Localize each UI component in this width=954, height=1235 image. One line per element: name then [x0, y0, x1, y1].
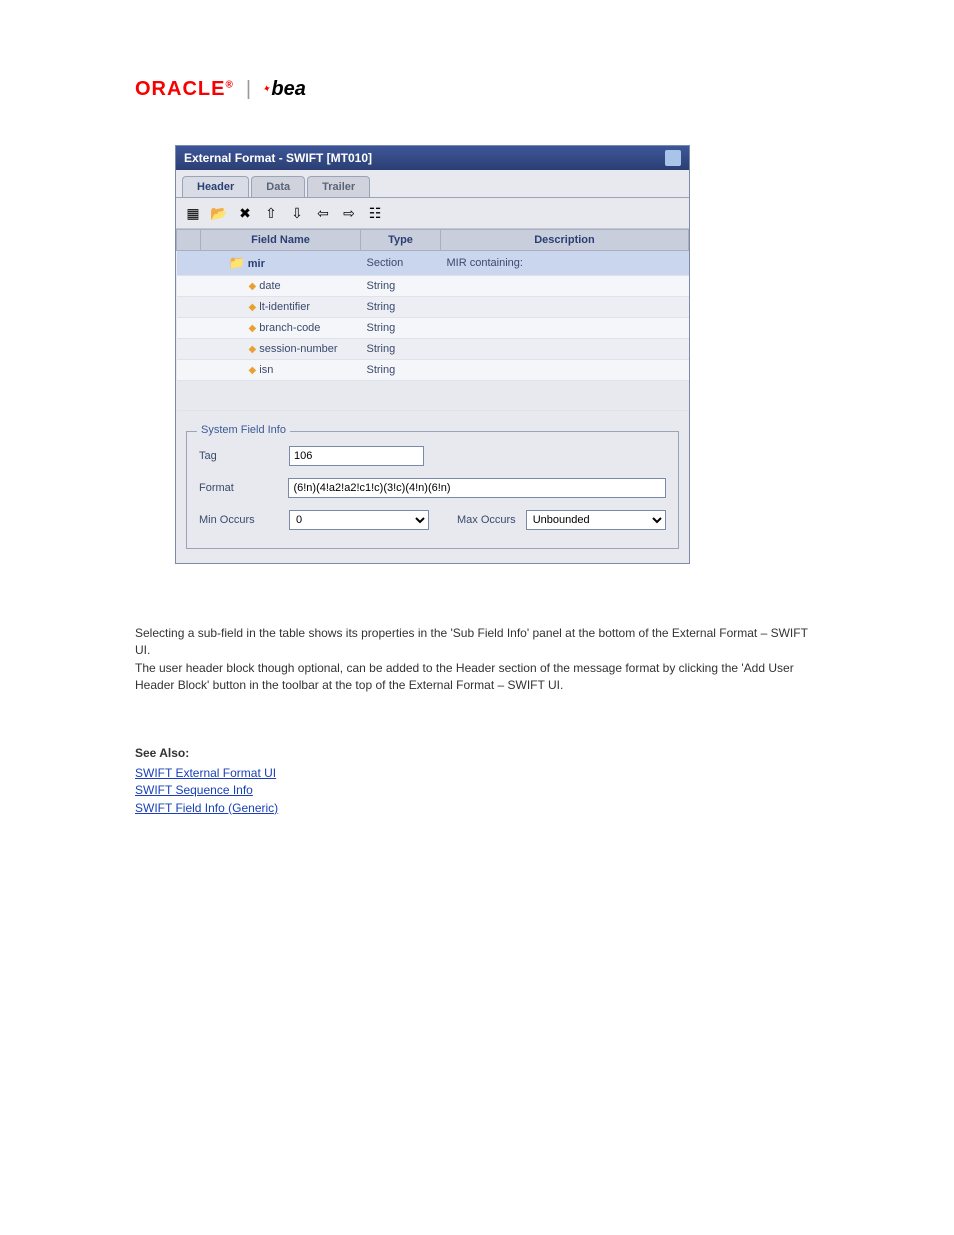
tag-label: Tag — [199, 450, 279, 462]
link-item[interactable]: SWIFT External Format UI — [135, 766, 276, 780]
table-row[interactable]: ◆ date String — [177, 276, 689, 297]
diamond-icon: ◆ — [249, 344, 257, 355]
col-checkbox — [177, 230, 201, 251]
field-type: Section — [361, 251, 441, 276]
logo-separator: | — [246, 78, 251, 101]
field-type: String — [361, 297, 441, 318]
min-occurs-select[interactable]: 0 — [289, 510, 429, 530]
max-occurs-select[interactable]: Unbounded — [526, 510, 666, 530]
field-name: session-number — [259, 343, 337, 355]
tab-trailer[interactable]: Trailer — [307, 176, 370, 197]
tab-data[interactable]: Data — [251, 176, 305, 197]
down-arrow-icon[interactable]: ⇩ — [288, 204, 306, 222]
paragraph-1: Selecting a sub-field in the table shows… — [135, 625, 815, 660]
link-item[interactable]: SWIFT Sequence Info — [135, 783, 253, 797]
field-type: String — [361, 339, 441, 360]
oracle-logo: ORACLE® — [135, 78, 234, 101]
field-desc — [441, 297, 689, 318]
bea-logo: ✦bea — [263, 78, 306, 101]
panel-title-text: External Format - SWIFT [MT010] — [184, 151, 372, 165]
diamond-icon: ◆ — [249, 281, 257, 292]
up-arrow-icon[interactable]: ⇧ — [262, 204, 280, 222]
link-item[interactable]: SWIFT Field Info (Generic) — [135, 801, 278, 815]
logo-bar: ORACLE® | ✦bea — [135, 78, 306, 101]
col-type: Type — [361, 230, 441, 251]
field-desc: MIR containing: — [441, 251, 689, 276]
diamond-icon: ◆ — [249, 302, 257, 313]
paragraph-2: The user header block though optional, c… — [135, 660, 815, 695]
table-row[interactable]: 📁 mir Section MIR containing: — [177, 251, 689, 276]
see-also-heading: See Also: — [135, 745, 815, 762]
external-format-panel: External Format - SWIFT [MT010] Header D… — [175, 145, 690, 564]
panel-titlebar: External Format - SWIFT [MT010] — [176, 146, 689, 170]
col-description: Description — [441, 230, 689, 251]
delete-icon[interactable]: ✖ — [236, 204, 254, 222]
panel-title-icon[interactable] — [665, 150, 681, 166]
system-field-info: System Field Info Tag Format Min Occurs … — [186, 431, 679, 549]
field-name: lt-identifier — [259, 301, 310, 313]
folder-icon[interactable]: 📂 — [210, 204, 228, 222]
col-field-name: Field Name — [201, 230, 361, 251]
format-label: Format — [199, 482, 278, 494]
min-occurs-label: Min Occurs — [199, 514, 279, 526]
field-desc — [441, 318, 689, 339]
field-name: date — [259, 280, 280, 292]
field-desc — [441, 360, 689, 381]
fields-table: Field Name Type Description 📁 mir Sectio… — [176, 229, 689, 411]
tag-input[interactable] — [289, 446, 424, 466]
table-row[interactable]: ◆ branch-code String — [177, 318, 689, 339]
right-arrow-icon[interactable]: ⇨ — [340, 204, 358, 222]
field-desc — [441, 276, 689, 297]
tab-header[interactable]: Header — [182, 176, 249, 197]
properties-icon[interactable]: ☷ — [366, 204, 384, 222]
table-row[interactable]: ◆ lt-identifier String — [177, 297, 689, 318]
toolbar: ▦ 📂 ✖ ⇧ ⇩ ⇦ ⇨ ☷ — [176, 198, 689, 229]
diamond-icon: ◆ — [249, 365, 257, 376]
grid-icon[interactable]: ▦ — [184, 204, 202, 222]
field-name: mir — [248, 258, 265, 270]
format-input[interactable] — [288, 478, 666, 498]
section-icon: 📁 — [229, 255, 245, 270]
diamond-icon: ◆ — [249, 323, 257, 334]
field-type: String — [361, 276, 441, 297]
field-type: String — [361, 360, 441, 381]
table-row[interactable]: ◆ isn String — [177, 360, 689, 381]
fieldset-legend: System Field Info — [197, 424, 290, 436]
field-name: isn — [259, 364, 273, 376]
field-type: String — [361, 318, 441, 339]
tabs: Header Data Trailer — [176, 170, 689, 198]
table-row[interactable]: ◆ session-number String — [177, 339, 689, 360]
field-name: branch-code — [259, 322, 320, 334]
max-occurs-label: Max Occurs — [457, 514, 516, 526]
left-arrow-icon[interactable]: ⇦ — [314, 204, 332, 222]
field-desc — [441, 339, 689, 360]
